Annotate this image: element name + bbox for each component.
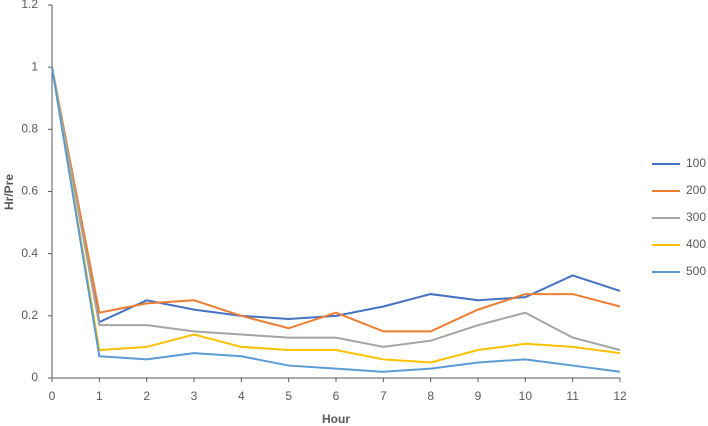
series-line (51, 66, 621, 351)
legend-label: 200 (686, 183, 706, 197)
x-tick-label: 5 (285, 389, 292, 403)
x-tick-label: 1 (96, 389, 103, 403)
x-tick-label: 10 (519, 389, 533, 403)
series-line (51, 66, 621, 333)
legend-label: 100 (686, 156, 706, 170)
x-tick-label: 8 (427, 389, 434, 403)
series-line (51, 67, 621, 373)
legend-label: 400 (686, 237, 706, 251)
x-tick-label: 3 (191, 389, 198, 403)
x-axis-title: Hour (322, 412, 350, 426)
x-tick-label: 9 (475, 389, 482, 403)
y-tick-label: 0.6 (21, 184, 38, 198)
y-tick-label: 0.2 (21, 308, 38, 322)
x-tick-label: 0 (49, 389, 56, 403)
series-line (51, 66, 621, 324)
legend-label: 300 (686, 210, 706, 224)
y-tick-label: 1.2 (21, 0, 38, 11)
y-tick-label: 0.4 (21, 246, 38, 260)
x-tick-label: 7 (380, 389, 387, 403)
y-tick-label: 0 (31, 370, 38, 384)
legend-label: 500 (686, 264, 706, 278)
y-tick-label: 0.8 (21, 122, 38, 136)
y-axis-title: Hr/Pre (2, 174, 16, 210)
y-tick-label: 1 (31, 59, 38, 73)
x-tick-label: 12 (613, 389, 627, 403)
x-tick-label: 2 (143, 389, 150, 403)
x-tick-label: 4 (238, 389, 245, 403)
series-line (51, 67, 621, 364)
x-tick-label: 6 (333, 389, 340, 403)
x-tick-label: 11 (566, 389, 579, 403)
